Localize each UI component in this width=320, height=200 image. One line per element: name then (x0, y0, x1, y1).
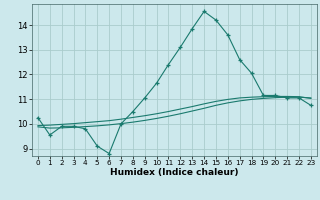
X-axis label: Humidex (Indice chaleur): Humidex (Indice chaleur) (110, 168, 239, 177)
